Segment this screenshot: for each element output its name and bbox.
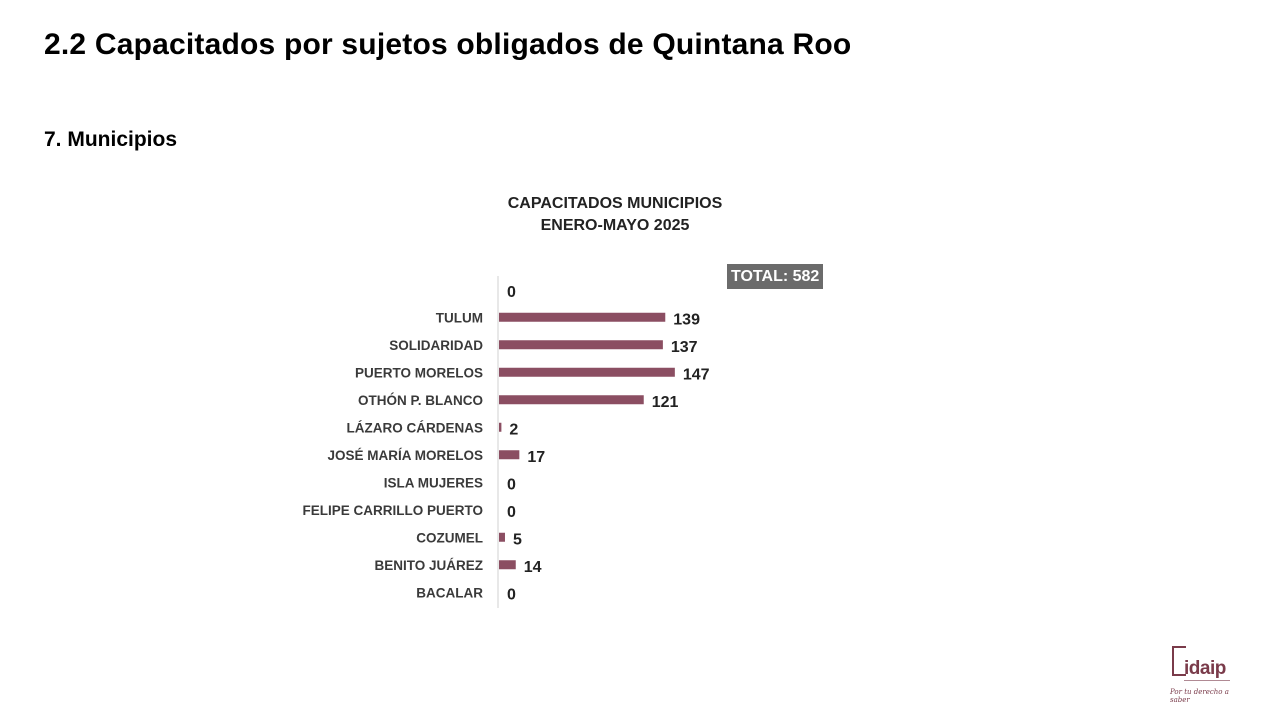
category-label: PUERTO MORELOS (355, 365, 483, 380)
data-label: 139 (673, 311, 700, 328)
chart-title-line-2: ENERO-MAYO 2025 (540, 217, 690, 234)
category-label: BACALAR (416, 585, 483, 600)
data-label: 17 (527, 449, 545, 466)
bar (499, 450, 520, 460)
bar (499, 340, 663, 350)
logo-text: idaip (1184, 658, 1226, 679)
category-label: BENITO JUÁREZ (374, 558, 483, 573)
data-label: 147 (683, 366, 710, 383)
bar (499, 560, 516, 570)
data-label: 0 (507, 586, 516, 603)
data-label: 2 (509, 421, 518, 438)
section-subtitle: 7. Municipios (44, 128, 178, 151)
logo-divider (1184, 680, 1230, 681)
data-label: 5 (513, 531, 522, 548)
category-label: SOLIDARIDAD (389, 338, 483, 353)
data-label: 137 (671, 339, 698, 356)
data-label: 0 (507, 476, 516, 493)
data-label: 121 (652, 394, 679, 411)
data-label: 0 (507, 284, 516, 301)
category-label: OTHÓN P. BLANCO (358, 393, 483, 408)
total-badge: TOTAL: 582 (727, 264, 824, 289)
category-label: FELIPE CARRILLO PUERTO (302, 503, 483, 518)
category-label: COZUMEL (416, 530, 483, 545)
bar (499, 367, 675, 377)
category-label: JOSÉ MARÍA MORELOS (327, 448, 483, 463)
data-label: 0 (507, 504, 516, 521)
data-label: 14 (524, 559, 542, 576)
logo-frame-icon (1172, 646, 1186, 676)
logo-slogan: Por tu derecho a saber (1170, 688, 1229, 704)
category-label: LÁZARO CÁRDENAS (347, 420, 484, 435)
bar (499, 312, 666, 322)
chart-title-line-1: CAPACITADOS MUNICIPIOS (507, 195, 723, 212)
category-label: TULUM (436, 310, 483, 325)
bar (499, 422, 502, 432)
bar (499, 395, 644, 405)
idaip-logo: idaip Por tu derecho a saber (1168, 644, 1234, 704)
category-label: ISLA MUJERES (384, 475, 483, 490)
page-title: 2.2 Capacitados por sujetos obligados de… (44, 28, 852, 61)
chart-title: CAPACITADOS MUNICIPIOS ENERO-MAYO 2025 (415, 193, 815, 237)
bar (499, 532, 505, 542)
